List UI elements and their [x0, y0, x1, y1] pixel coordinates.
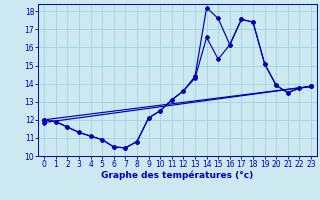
- X-axis label: Graphe des températures (°c): Graphe des températures (°c): [101, 171, 254, 180]
